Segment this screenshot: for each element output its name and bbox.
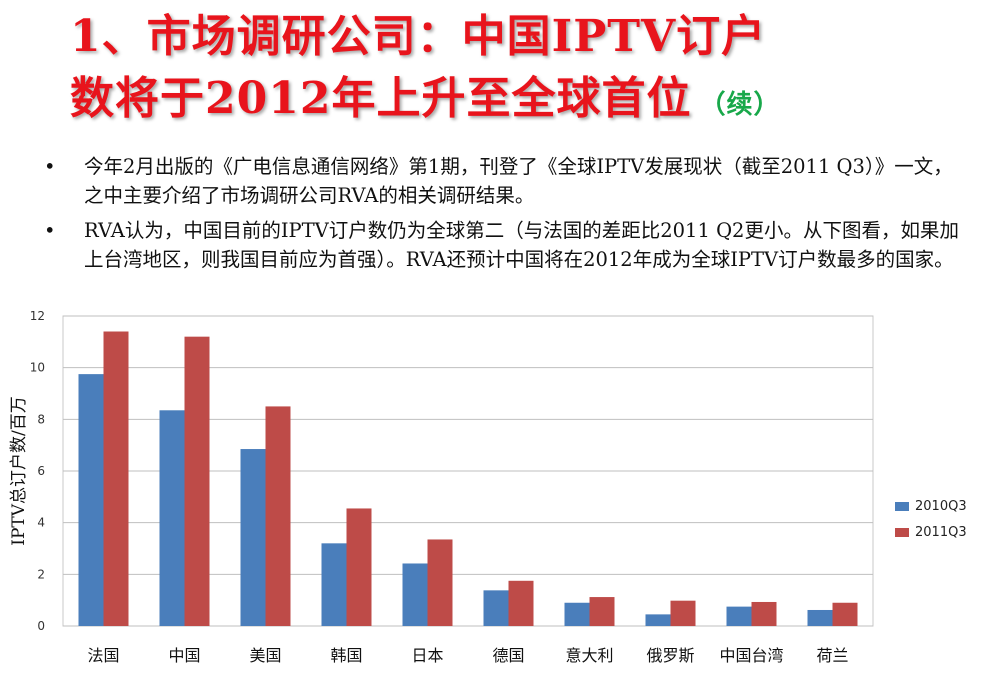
bar-2011Q3 [589,597,615,626]
legend-item: 2011Q3 [895,519,967,545]
bar-2011Q3 [427,539,453,626]
y-axis-title: IPTV总订户数/百万 [9,396,29,546]
x-tick-label: 荷兰 [816,646,848,665]
x-tick-label: 韩国 [330,646,362,665]
y-tick-label: 8 [37,412,45,426]
bar-2011Q3 [184,336,210,626]
bar-2010Q3 [483,590,509,626]
bar-2010Q3 [240,449,266,626]
bullet-dot: • [44,219,56,242]
bar-2011Q3 [103,331,129,626]
x-tick-label: 日本 [411,646,443,665]
x-tick-label: 意大利 [565,646,613,665]
title-suffix: （续） [699,90,781,120]
y-tick-label: 0 [37,619,45,633]
x-tick-label: 美国 [249,646,281,665]
slide-title: 1、市场调研公司：中国IPTV订户 数将于2012年上升至全球首位 （续） [70,6,970,136]
legend-item: 2010Q3 [895,493,967,519]
bullet-text: 今年2月出版的《广电信息通信网络》第1期，刊登了《全球IPTV发展现状（截至20… [84,155,953,207]
bar-2010Q3 [726,606,752,626]
bar-2010Q3 [321,543,347,626]
title-line-1: 1、市场调研公司：中国IPTV订户 [70,11,767,62]
bar-2010Q3 [807,609,833,626]
bar-2011Q3 [265,406,291,626]
bar-2010Q3 [402,563,428,626]
bar-2011Q3 [670,600,696,626]
legend-swatch [895,501,909,511]
bar-2011Q3 [832,602,858,626]
legend-label: 2010Q3 [915,498,967,514]
y-tick-label: 6 [37,464,45,478]
x-tick-label: 中国台湾 [719,646,783,665]
bar-2010Q3 [564,602,590,626]
title-line-2: 数将于2012年上升至全球首位 （续） [70,68,970,136]
bullet-dot: • [44,155,56,178]
bar-2011Q3 [751,601,777,626]
y-tick-label: 2 [37,567,45,581]
bar-2010Q3 [645,614,671,626]
x-tick-label: 俄罗斯 [646,646,694,665]
bullet-text: RVA认为，中国目前的IPTV订户数仍为全球第二（与法国的差距比2011 Q2更… [84,219,959,271]
y-tick-label: 4 [37,516,45,530]
x-tick-label: 法国 [87,646,119,665]
y-tick-label: 12 [30,309,45,323]
bullet-list: • 今年2月出版的《广电信息通信网络》第1期，刊登了《全球IPTV发展现状（截至2… [44,152,964,280]
bar-2010Q3 [78,374,104,626]
legend-label: 2011Q3 [915,524,967,540]
y-tick-label: 10 [30,361,45,375]
bullet-item: • RVA认为，中国目前的IPTV订户数仍为全球第二（与法国的差距比2011 Q2… [44,216,964,274]
x-tick-label: 德国 [492,646,524,665]
title-line-2-text: 数将于2012年上升至全球首位 [70,73,692,124]
bar-2011Q3 [508,580,534,626]
chart-legend: 2010Q3 2011Q3 [895,493,967,545]
bullet-item: • 今年2月出版的《广电信息通信网络》第1期，刊登了《全球IPTV发展现状（截至2… [44,152,964,210]
x-tick-label: 中国 [168,646,200,665]
bar-2011Q3 [346,508,372,626]
bar-2010Q3 [159,410,185,626]
legend-swatch [895,527,909,537]
